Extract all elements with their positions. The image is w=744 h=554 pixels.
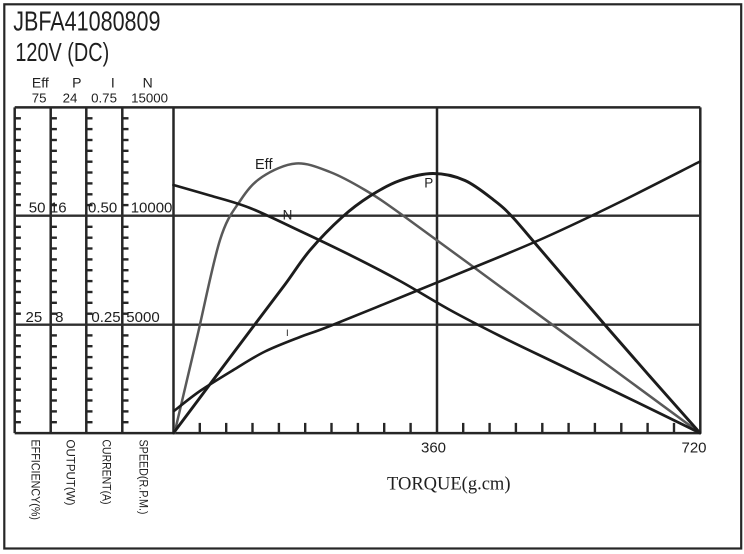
svg-text:SPEED(R.P.M.): SPEED(R.P.M.) (136, 440, 150, 515)
svg-text:P: P (72, 75, 81, 91)
svg-text:P: P (424, 176, 433, 191)
svg-text:I: I (286, 328, 289, 339)
svg-text:120V (DC): 120V (DC) (15, 37, 109, 67)
svg-text:50: 50 (29, 200, 46, 217)
svg-text:CURRENT(A): CURRENT(A) (100, 440, 114, 505)
svg-text:N: N (143, 75, 153, 91)
svg-text:25: 25 (26, 309, 43, 326)
svg-text:720: 720 (681, 440, 706, 457)
svg-text:Eff: Eff (255, 157, 273, 173)
svg-text:0.25: 0.25 (91, 309, 120, 326)
svg-text:Eff: Eff (32, 75, 49, 91)
svg-text:10000: 10000 (131, 200, 173, 217)
svg-text:5000: 5000 (126, 309, 159, 326)
svg-text:0.50: 0.50 (88, 200, 117, 217)
svg-text:N: N (283, 207, 293, 222)
svg-text:OUTPUT(W): OUTPUT(W) (64, 440, 78, 506)
svg-text:TORQUE(g.cm): TORQUE(g.cm) (387, 475, 510, 495)
svg-text:EFFICIENCY(%): EFFICIENCY(%) (29, 440, 43, 521)
svg-text:75: 75 (32, 91, 47, 106)
svg-text:8: 8 (55, 309, 63, 326)
svg-text:360: 360 (421, 440, 446, 457)
svg-text:0.75: 0.75 (91, 91, 117, 106)
svg-text:I: I (111, 75, 115, 91)
svg-text:JBFA41080809: JBFA41080809 (13, 6, 160, 37)
svg-text:24: 24 (63, 91, 78, 106)
svg-text:15000: 15000 (131, 91, 168, 106)
svg-text:16: 16 (50, 200, 67, 217)
